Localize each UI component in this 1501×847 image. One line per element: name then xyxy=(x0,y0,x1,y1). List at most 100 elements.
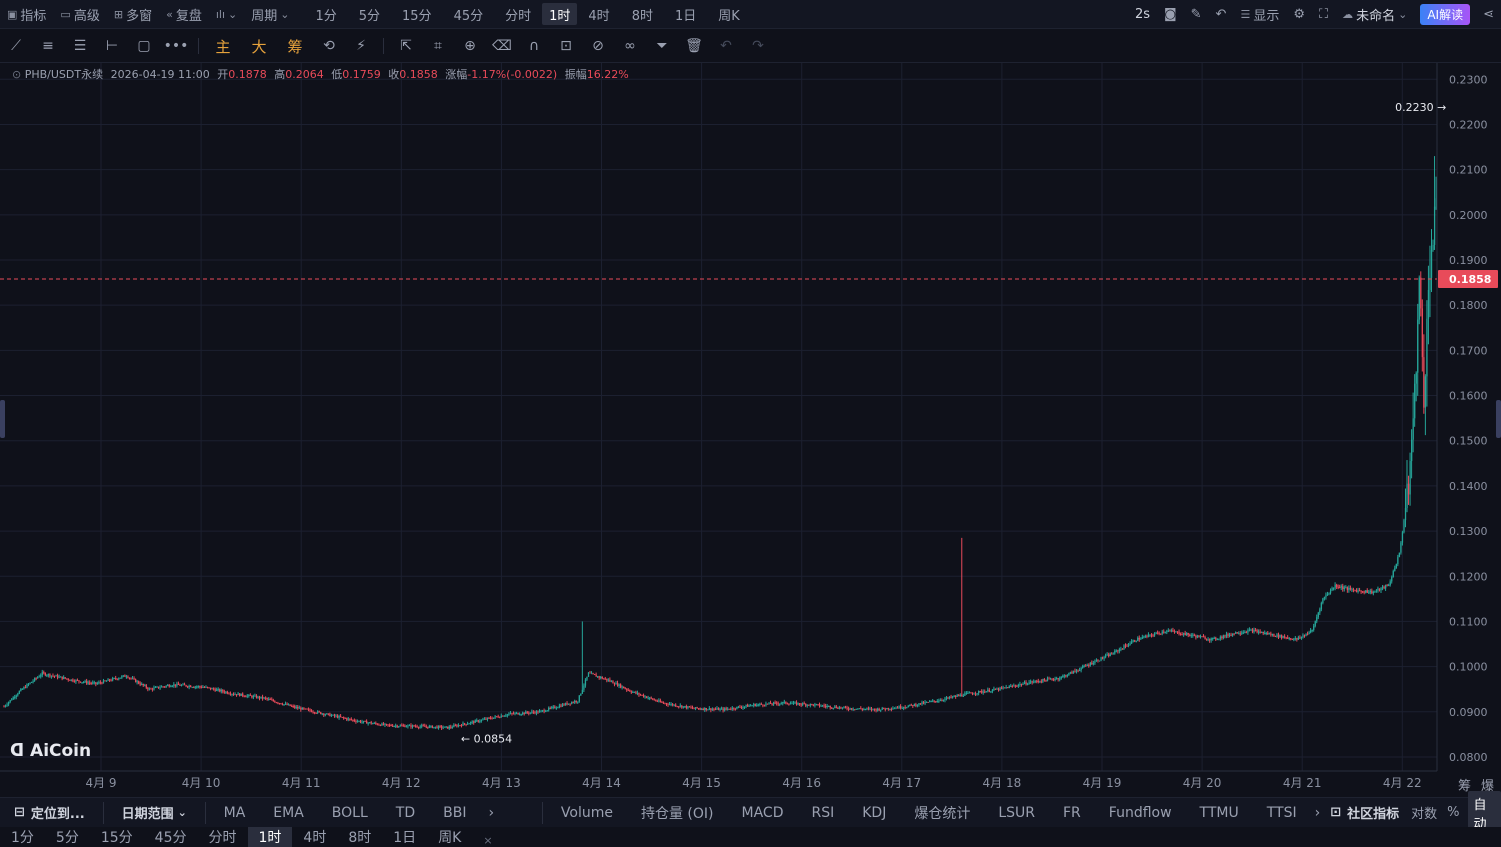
period-1h[interactable]: 1时 xyxy=(542,3,578,25)
refresh-interval[interactable]: 2s xyxy=(1134,7,1151,22)
period-1d[interactable]: 1日 xyxy=(674,8,697,24)
ai-interpret-button[interactable]: AI解读 xyxy=(1420,4,1471,25)
indicator-ma[interactable]: MA xyxy=(223,804,246,821)
sub-indicator-volume[interactable]: Volume xyxy=(560,804,613,821)
advanced-button[interactable]: ▭ 高级 xyxy=(60,7,100,24)
pb-1d[interactable]: 1日 xyxy=(393,830,417,846)
fullscreen-icon[interactable]: ⛶ xyxy=(1319,7,1329,22)
cursor-icon[interactable]: ⇱ xyxy=(400,38,412,54)
replay-button[interactable]: «复盘 xyxy=(166,7,202,24)
ruler-icon[interactable]: ⌗ xyxy=(434,38,442,54)
layout-name-dropdown[interactable]: ☁ 未命名 ⌄ xyxy=(1342,8,1408,24)
chevron-right-icon[interactable]: › xyxy=(488,804,495,821)
candle-body xyxy=(286,703,288,706)
indicator-td[interactable]: TD xyxy=(395,804,416,821)
period-8h[interactable]: 8时 xyxy=(631,8,653,24)
sub-indicator-ttsi[interactable]: TTSI xyxy=(1266,804,1297,821)
collapse-icon[interactable]: ⊙ xyxy=(12,68,22,81)
share-icon[interactable]: ⋖ xyxy=(1483,7,1494,22)
period-5m[interactable]: 5分 xyxy=(358,8,381,24)
candle-body xyxy=(223,691,226,693)
sub-indicator-fundflow[interactable]: Fundflow xyxy=(1108,804,1172,821)
indicator-bbi[interactable]: BBI xyxy=(443,804,467,821)
pencil-icon[interactable]: ✎ xyxy=(1190,7,1202,22)
rectangle-icon[interactable]: ▢ xyxy=(137,38,151,54)
date-range-dropdown[interactable]: 日期范围 ⌄ xyxy=(121,806,187,822)
candle-body xyxy=(1010,685,1012,687)
lock-icon[interactable]: ⊡ xyxy=(560,38,572,54)
chevron-right-icon[interactable]: › xyxy=(1314,804,1321,821)
candle-body xyxy=(803,703,805,705)
sub-indicator-oi[interactable]: 持仓量 (OI) xyxy=(640,805,714,822)
candlestick-chart[interactable]: 0.2300 0.2200 0.2100 0.2000 0.1900 0.1800 0.17… xyxy=(0,63,1501,797)
magnet-icon[interactable]: ∩ xyxy=(528,38,540,54)
zoom-icon[interactable]: ⊕ xyxy=(464,38,476,54)
indicator-ema[interactable]: EMA xyxy=(273,804,304,821)
pb-45m[interactable]: 45分 xyxy=(154,830,187,846)
pb-timeshare[interactable]: 分时 xyxy=(208,830,237,846)
redo-icon[interactable]: ↷ xyxy=(752,38,764,54)
candle-body xyxy=(1164,631,1166,633)
sub-indicator-kdj[interactable]: KDJ xyxy=(862,804,887,821)
indicator-button[interactable]: ▣ 指标 xyxy=(7,7,47,24)
period-4h[interactable]: 4时 xyxy=(588,8,610,24)
pb-1h[interactable]: 1时 xyxy=(247,827,293,847)
pb-15m[interactable]: 15分 xyxy=(100,830,133,846)
settings-gear-icon[interactable]: ⚙ xyxy=(1293,7,1305,22)
parallel-lines-icon[interactable]: ≡ xyxy=(42,38,54,54)
sub-indicator-lsur[interactable]: LSUR xyxy=(998,804,1035,821)
period-45m[interactable]: 45分 xyxy=(453,8,484,24)
magic-line-icon[interactable]: ⚡ xyxy=(356,38,366,54)
indicator-boll[interactable]: BOLL xyxy=(331,804,368,821)
chips-button[interactable]: 筹 xyxy=(287,37,303,56)
display-button[interactable]: ☰ 显示 xyxy=(1240,8,1280,24)
candle-body xyxy=(578,695,580,702)
pb-4h[interactable]: 4时 xyxy=(303,830,327,846)
sub-indicator-macd[interactable]: MACD xyxy=(741,804,784,821)
undo-icon[interactable]: ↶ xyxy=(720,38,732,54)
candle-body xyxy=(933,700,935,702)
filter-icon[interactable]: ⏷ xyxy=(656,38,668,54)
close-icon[interactable]: × xyxy=(483,834,493,847)
horizontal-ray-icon[interactable]: ⊢ xyxy=(105,38,119,54)
candle-body xyxy=(292,706,294,708)
sub-indicator-fr[interactable]: FR xyxy=(1063,804,1081,821)
candle-body xyxy=(367,722,369,724)
candle-body xyxy=(861,708,864,710)
eraser-icon[interactable]: ⌫ xyxy=(492,38,512,54)
sub-indicator-ttmu[interactable]: TTMU xyxy=(1199,804,1239,821)
period-week[interactable]: 周K xyxy=(718,8,740,24)
period-15m[interactable]: 15分 xyxy=(402,8,432,24)
large-order-button[interactable]: 大 xyxy=(251,37,267,56)
camera-icon[interactable]: ◙ xyxy=(1164,7,1177,22)
period-dropdown[interactable]: 周期 ⌄ xyxy=(251,7,290,24)
pb-week[interactable]: 周K xyxy=(438,830,462,846)
candle-body xyxy=(1167,630,1170,632)
multi-window-button[interactable]: ⊞ 多窗 xyxy=(113,7,153,24)
pb-5m[interactable]: 5分 xyxy=(55,830,79,846)
log-scale-toggle[interactable]: 对数 xyxy=(1411,807,1438,822)
period-timeshare[interactable]: 分时 xyxy=(505,8,532,24)
main-force-button[interactable]: 主 xyxy=(215,37,231,56)
pb-8h[interactable]: 8时 xyxy=(348,830,372,846)
undo-layout-icon[interactable]: ↶ xyxy=(1215,7,1227,22)
trash-icon[interactable]: 🗑 xyxy=(685,38,703,54)
sub-indicator-rsi[interactable]: RSI xyxy=(811,804,835,821)
community-indicators-button[interactable]: ⊡ 社区指标 xyxy=(1330,805,1400,822)
cycle-icon[interactable]: ⟲ xyxy=(323,38,335,54)
pb-1m[interactable]: 1分 xyxy=(11,830,34,846)
right-collapse-handle[interactable] xyxy=(1496,400,1501,438)
more-tools-icon[interactable]: ••• xyxy=(163,38,189,54)
link-icon[interactable]: ∞ xyxy=(624,38,636,54)
horizontal-lines-icon[interactable]: ☰ xyxy=(73,38,87,54)
locate-button[interactable]: ⊟ 定位到... xyxy=(14,805,85,822)
percent-scale-toggle[interactable]: % xyxy=(1447,805,1460,820)
sub-indicator-liquidation[interactable]: 爆仓统计 xyxy=(914,805,971,822)
left-collapse-handle[interactable] xyxy=(0,400,5,438)
chart-svg[interactable]: 0.2300 0.2200 0.2100 0.2000 0.1900 0.1800 0.17… xyxy=(0,63,1501,797)
period-1m[interactable]: 1分 xyxy=(315,8,337,24)
trend-line-icon[interactable]: ⟋ xyxy=(11,38,21,54)
hide-drawings-icon[interactable]: ⊘ xyxy=(592,38,604,54)
candle-body xyxy=(32,680,34,682)
candle-type-button[interactable]: ılı ⌄ xyxy=(209,0,244,29)
